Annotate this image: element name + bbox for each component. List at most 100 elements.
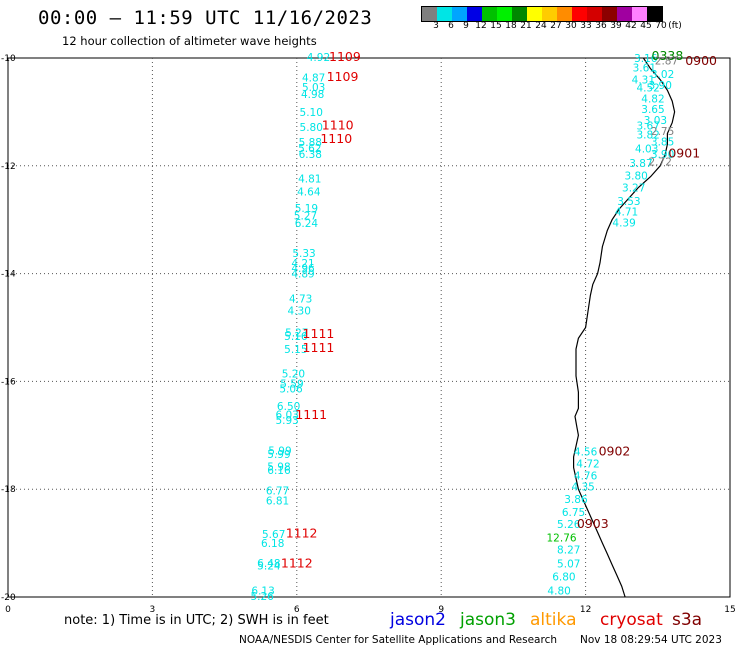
swh-value-label: 5.67 <box>262 529 285 541</box>
footnote: note: 1) Time is in UTC; 2) SWH is in fe… <box>64 613 329 628</box>
color-scale-tick: 24 <box>535 21 547 31</box>
color-scale-bar <box>421 6 663 22</box>
legend-altika: altika <box>530 610 577 630</box>
swh-value-label: 6.13 <box>251 586 274 598</box>
swh-value-label: 5.26 <box>250 591 274 603</box>
swh-value-label: 6.16 <box>267 465 291 477</box>
lon-tick-label: 15 <box>724 605 735 615</box>
swh-value-label: 2.75 <box>651 126 674 138</box>
swh-value-label: 5.07 <box>557 559 580 571</box>
swh-value-label: 4.80 <box>547 586 570 598</box>
map-frame <box>7 57 731 598</box>
swh-value-label: 3.67 <box>636 120 659 132</box>
pass-time-label: 1111 <box>303 340 335 355</box>
swh-value-label: 5.33 <box>292 248 315 260</box>
swh-value-label: 5.26 <box>557 519 581 531</box>
swh-value-label: 6.77 <box>266 485 289 497</box>
color-scale-swatch <box>437 7 452 21</box>
page-title: 00:00 – 11:59 UTC 11/16/2023 <box>38 7 373 29</box>
swh-value-label: 4.30 <box>288 305 311 317</box>
color-scale-swatch <box>647 7 662 21</box>
pass-time-label: 0338 <box>652 48 684 63</box>
lon-tick-label: 3 <box>150 605 156 615</box>
swh-value-label: 6.81 <box>266 496 289 508</box>
color-scale-swatch <box>497 7 512 21</box>
swh-value-label: 4.98 <box>301 89 324 101</box>
pass-time-label: 1109 <box>329 49 361 64</box>
pass-time-label: 1110 <box>322 117 354 132</box>
swh-value-label: 12.76 <box>547 533 577 545</box>
swh-value-label: 5.24 <box>257 561 281 573</box>
swh-value-label: 6.80 <box>552 572 575 584</box>
color-scale-tick: 36 <box>595 21 607 31</box>
swh-value-label: 4.73 <box>289 293 312 305</box>
color-scale-swatch <box>557 7 572 21</box>
color-scale-swatch <box>572 7 587 21</box>
lat-tick-label: -20 <box>1 593 16 603</box>
swh-value-label: 3.85 <box>651 137 674 149</box>
color-scale-tick: 9 <box>463 21 469 31</box>
swh-value-label: 3.87 <box>629 158 652 170</box>
swh-value-label: 6.03 <box>275 409 298 421</box>
coastline <box>573 57 676 598</box>
swh-value-label: 5.99 <box>267 449 290 461</box>
pass-time-label: 0901 <box>668 145 700 160</box>
swh-value-label: 4.03 <box>635 144 658 156</box>
swh-value-label: 6.75 <box>562 507 585 519</box>
swh-value-label: 5.98 <box>267 462 290 474</box>
lat-tick-label: -14 <box>1 270 16 280</box>
swh-value-label: 5.19 <box>295 203 318 215</box>
swh-value-label: 4.35 <box>571 482 594 494</box>
swh-value-label: 4.72 <box>576 458 599 470</box>
color-scale-swatch <box>482 7 497 21</box>
swh-value-label: 6.38 <box>299 149 322 161</box>
satellite-tracks: 4.92 4.875.034.98 5.10 5.80 5.885.626.38 4.81… <box>250 48 717 603</box>
color-scale-tick: 12 <box>475 21 487 31</box>
swh-value-label: 3.02 <box>651 69 674 81</box>
swh-value-label: 3.82 <box>636 130 659 142</box>
swh-value-label: 4.76 <box>574 471 598 483</box>
swh-value-label: 5.88 <box>299 137 322 149</box>
swh-value-label: 6.18 <box>261 538 284 550</box>
swh-value-label: 4.96 <box>291 263 315 275</box>
legend-jason2: jason2 <box>390 610 446 630</box>
swh-value-label: 4.64 <box>297 187 321 199</box>
swh-value-label: 4.52 <box>636 83 659 95</box>
color-scale-swatch <box>617 7 632 21</box>
color-scale-tick: 18 <box>505 21 517 31</box>
swh-value-label: 4.89 <box>291 269 314 281</box>
swh-value-label: 3.86 <box>564 494 588 506</box>
swh-value-label: 6.50 <box>277 401 300 413</box>
swh-value-label: 4.71 <box>615 207 638 219</box>
legend-jason3: jason3 <box>460 610 516 630</box>
page-subtitle: 12 hour collection of altimeter wave hei… <box>62 34 317 48</box>
swh-value-label: 3.53 <box>617 196 640 208</box>
color-scale-swatch <box>422 7 437 21</box>
pass-time-label: 0903 <box>577 516 609 531</box>
swh-value-label: 3.03 <box>644 115 667 127</box>
pass-time-label: 1111 <box>295 407 327 422</box>
swh-value-label: 5.93 <box>275 415 298 427</box>
swh-value-label: 3.90 <box>649 80 672 92</box>
map-grid <box>8 58 730 597</box>
swh-value-label: 5.10 <box>300 107 323 119</box>
swh-value-label: 5.03 <box>302 82 325 94</box>
color-scale-tick: 3 <box>433 21 439 31</box>
swh-value-label: 5.20 <box>282 368 305 380</box>
color-scale-tick: 6 <box>448 21 454 31</box>
swh-value-label: 4.87 <box>302 72 325 84</box>
color-scale-unit: (ft) <box>668 21 682 31</box>
color-scale-tick: 42 <box>625 21 637 31</box>
color-scale-ticks: 3 6 9 12 15 18 21 24 27 30 33 36 39 42 45 70 (ft) <box>421 21 740 33</box>
lon-tick-label: 0 <box>5 605 11 615</box>
swh-value-label: 5.59 <box>280 379 303 391</box>
swh-value-label: 3.27 <box>622 182 645 194</box>
color-scale-swatch <box>602 7 617 21</box>
color-scale-tick: 70 <box>655 21 667 31</box>
swh-value-label: 3.61 <box>633 63 656 75</box>
color-scale-swatch <box>527 7 542 21</box>
color-scale-tick: 45 <box>640 21 652 31</box>
swh-value-label: 2.87 <box>655 56 678 68</box>
swh-value-label: 5.06 <box>279 383 303 395</box>
generated-timestamp: Nov 18 08:29:54 UTC 2023 <box>580 634 722 646</box>
